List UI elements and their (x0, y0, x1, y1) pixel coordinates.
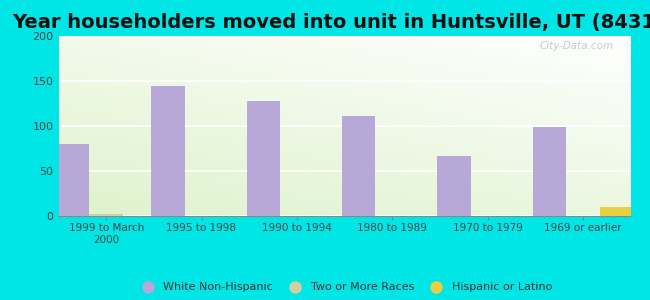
Text: City-Data.com: City-Data.com (540, 41, 614, 51)
Bar (533, 127, 566, 216)
Bar (90, 214, 123, 216)
Bar (599, 207, 633, 216)
Bar (56, 144, 90, 216)
Title: Year householders moved into unit in Huntsville, UT (84317): Year householders moved into unit in Hun… (12, 13, 650, 32)
Bar (151, 85, 185, 216)
Bar (342, 116, 376, 216)
Bar (247, 101, 280, 216)
Legend: White Non-Hispanic, Two or More Races, Hispanic or Latino: White Non-Hispanic, Two or More Races, H… (132, 278, 557, 297)
Bar (437, 156, 471, 216)
